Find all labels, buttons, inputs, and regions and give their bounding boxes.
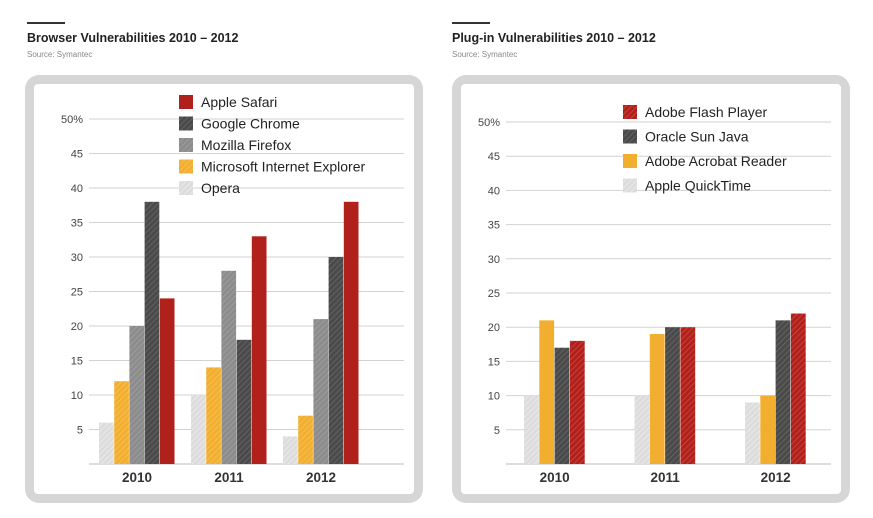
legend-swatch-adobe-acrobat-reader: [623, 154, 637, 168]
y-tick-label: 20: [488, 322, 500, 334]
bar-opera-2012: [283, 436, 298, 464]
y-tick-label: 5: [77, 425, 83, 437]
bar-oracle-sun-java-2011: [665, 327, 680, 464]
legend-swatch-apple-quicktime: [623, 178, 637, 193]
x-category-label: 2011: [214, 470, 244, 485]
legend-label-microsoft-internet-explorer: Microsoft Internet Explorer: [201, 159, 366, 175]
legend-label-apple-quicktime: Apple QuickTime: [645, 178, 751, 194]
y-tick-label: 30: [488, 254, 500, 266]
bar-microsoft-internet-explorer-2011: [206, 367, 221, 464]
chart-area: 5 10 15 20 25 30 35 40 45 50% 2010 2011 2012 Adobe Fl…: [461, 84, 841, 494]
y-tick-label: 35: [488, 220, 500, 232]
title-rule: [27, 22, 65, 24]
bar-google-chrome-2010: [144, 201, 160, 465]
legend-label-adobe-acrobat-reader: Adobe Acrobat Reader: [645, 153, 787, 169]
chart-area: 5 10 15 20 25 30 35 40 45 50% 2010 2011 2012 Apple Sa…: [34, 84, 414, 494]
bar-adobe-acrobat-reader-2012: [760, 395, 776, 464]
legend-swatch-microsoft-internet-explorer: [179, 159, 193, 174]
bar-oracle-sun-java-2012: [775, 320, 791, 464]
legend-label-apple-safari: Apple Safari: [201, 94, 277, 110]
legend-swatch-oracle-sun-java: [623, 129, 637, 144]
bar-apple-safari-2012: [343, 201, 359, 465]
chart-frame: 5 10 15 20 25 30 35 40 45 50% 2010 2011 2012 Adobe Fl…: [452, 75, 850, 503]
bar-apple-quicktime-2010: [524, 395, 539, 464]
bar-opera-2010: [99, 422, 114, 464]
legend-swatch-opera: [179, 181, 193, 195]
y-tick-label: 25: [488, 288, 500, 300]
x-category-label: 2011: [650, 470, 680, 485]
bar-apple-safari-2011: [251, 236, 267, 464]
bar-oracle-sun-java-2010: [554, 347, 570, 464]
chart-source: Source: Symantec: [452, 50, 518, 59]
bar-adobe-flash-player-2012: [790, 313, 806, 464]
chart-title: Browser Vulnerabilities 2010 – 2012: [27, 31, 239, 45]
y-tick-label: 50%: [61, 114, 83, 126]
y-tick-label: 40: [71, 183, 83, 195]
browser-vulnerabilities-chart: 5 10 15 20 25 30 35 40 45 50% 2010 2011 2012 Apple Sa…: [61, 94, 404, 485]
y-tick-label: 10: [71, 390, 83, 402]
y-tick-label: 30: [71, 252, 83, 264]
bar-apple-quicktime-2011: [634, 395, 650, 464]
x-category-label: 2012: [306, 470, 336, 485]
bar-microsoft-internet-explorer-2010: [114, 381, 129, 464]
chart-title: Plug-in Vulnerabilities 2010 – 2012: [452, 31, 656, 45]
legend-label-google-chrome: Google Chrome: [201, 116, 300, 132]
legend-label-adobe-flash-player: Adobe Flash Player: [645, 104, 768, 120]
y-tick-label: 10: [488, 391, 500, 403]
bar-apple-quicktime-2012: [745, 402, 760, 464]
bar-google-chrome-2011: [236, 339, 252, 464]
bar-microsoft-internet-explorer-2012: [298, 415, 313, 464]
y-tick-label: 15: [71, 356, 83, 368]
plugin-vulnerabilities-chart: 5 10 15 20 25 30 35 40 45 50% 2010 2011 2012 Adobe Fl…: [478, 104, 831, 485]
legend-label-mozilla-firefox: Mozilla Firefox: [201, 137, 291, 153]
y-tick-label: 5: [494, 425, 500, 437]
bar-adobe-flash-player-2011: [680, 327, 696, 464]
y-tick-label: 15: [488, 356, 500, 368]
bar-google-chrome-2012: [328, 257, 344, 464]
legend-label-opera: Opera: [201, 180, 240, 196]
y-tick-label: 40: [488, 185, 500, 197]
chart-frame: 5 10 15 20 25 30 35 40 45 50% 2010 2011 2012 Apple Sa…: [25, 75, 423, 503]
chart-source: Source: Symantec: [27, 50, 93, 59]
legend-swatch-google-chrome: [179, 116, 193, 131]
y-tick-label: 35: [71, 218, 83, 230]
bar-mozilla-firefox-2012: [313, 319, 329, 464]
legend-swatch-adobe-flash-player: [623, 105, 637, 119]
bar-adobe-acrobat-reader-2010: [539, 320, 555, 464]
y-tick-label: 20: [71, 321, 83, 333]
legend-swatch-apple-safari: [179, 95, 193, 109]
y-tick-label: 45: [488, 151, 500, 163]
legend-swatch-mozilla-firefox: [179, 138, 193, 152]
bar-adobe-acrobat-reader-2011: [649, 334, 665, 464]
bar-adobe-flash-player-2010: [569, 340, 585, 464]
title-rule: [452, 22, 490, 24]
x-category-label: 2012: [761, 470, 791, 485]
y-tick-label: 45: [71, 149, 83, 161]
bar-apple-safari-2010: [159, 298, 175, 464]
x-category-label: 2010: [540, 470, 570, 485]
legend-label-oracle-sun-java: Oracle Sun Java: [645, 129, 749, 145]
bar-opera-2011: [191, 395, 206, 464]
bar-mozilla-firefox-2010: [129, 326, 145, 464]
y-tick-label: 50%: [478, 117, 500, 129]
bar-mozilla-firefox-2011: [221, 270, 237, 464]
x-category-label: 2010: [122, 470, 152, 485]
y-tick-label: 25: [71, 287, 83, 299]
